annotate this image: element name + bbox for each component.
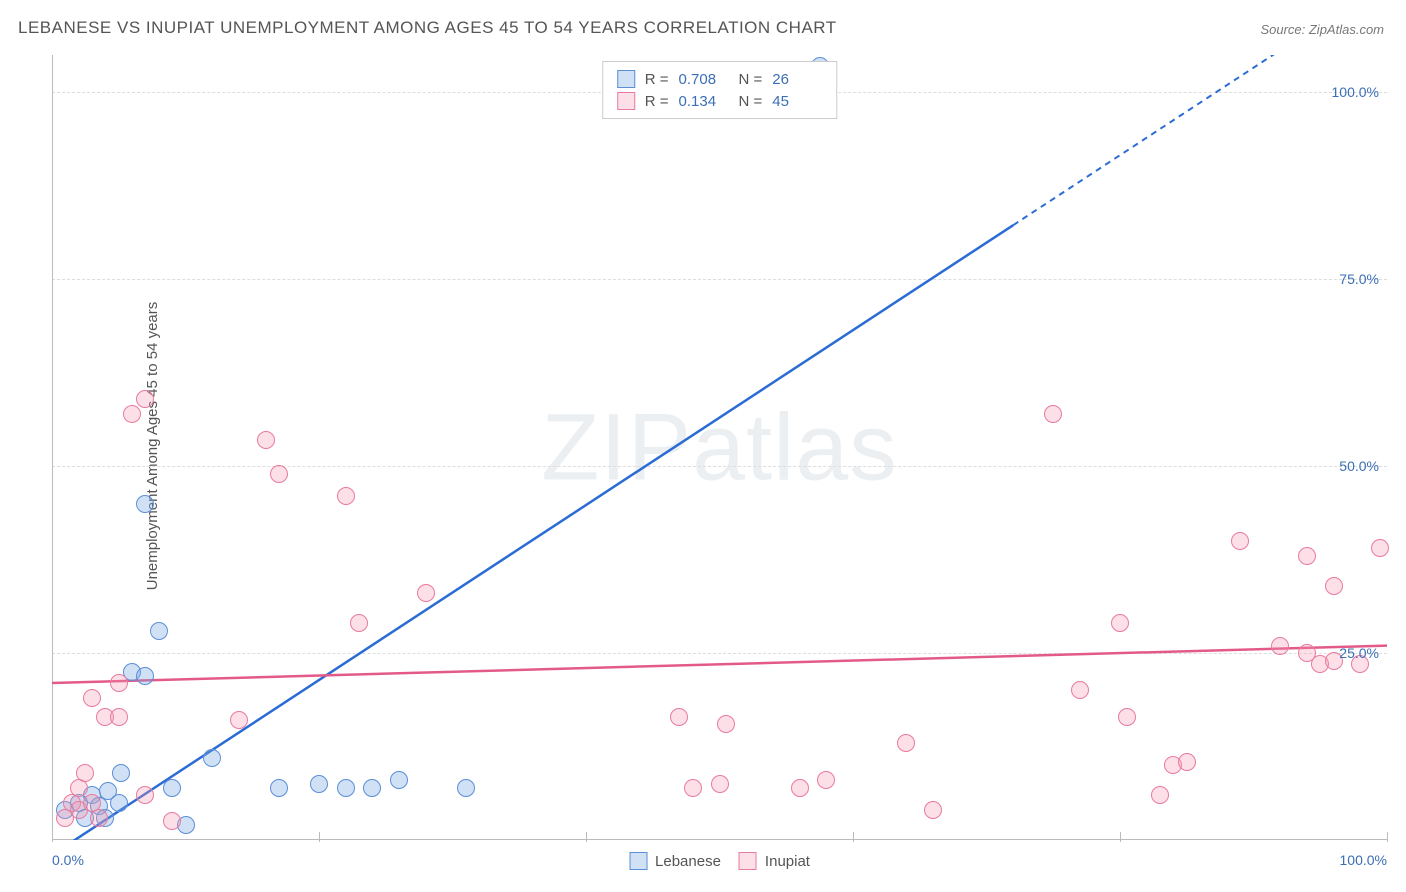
data-point xyxy=(924,801,942,819)
x-tick xyxy=(1120,832,1121,842)
data-point xyxy=(163,779,181,797)
data-point xyxy=(257,431,275,449)
n-label: N = xyxy=(739,71,763,88)
x-tick xyxy=(586,832,587,842)
data-point xyxy=(110,794,128,812)
x-axis-min-label: 0.0% xyxy=(52,852,84,868)
series-legend: Lebanese Inupiat xyxy=(629,852,810,870)
gridline xyxy=(52,279,1387,280)
x-tick xyxy=(853,832,854,842)
data-point xyxy=(1071,681,1089,699)
data-point xyxy=(83,689,101,707)
data-point xyxy=(417,584,435,602)
n-label: N = xyxy=(739,93,763,110)
data-point xyxy=(457,779,475,797)
data-point xyxy=(390,771,408,789)
y-axis xyxy=(52,55,53,840)
data-point xyxy=(123,405,141,423)
data-point xyxy=(136,667,154,685)
source-attribution: Source: ZipAtlas.com xyxy=(1260,22,1384,37)
y-tick-label: 50.0% xyxy=(1339,458,1379,474)
gridline xyxy=(52,466,1387,467)
data-point xyxy=(150,622,168,640)
y-tick-label: 100.0% xyxy=(1332,84,1379,100)
data-point xyxy=(684,779,702,797)
data-point xyxy=(363,779,381,797)
r-label: R = xyxy=(645,93,669,110)
r-label: R = xyxy=(645,71,669,88)
data-point xyxy=(136,390,154,408)
data-point xyxy=(112,764,130,782)
data-point xyxy=(90,809,108,827)
x-tick xyxy=(319,832,320,842)
series-name: Lebanese xyxy=(655,853,721,870)
data-point xyxy=(270,779,288,797)
chart-title: LEBANESE VS INUPIAT UNEMPLOYMENT AMONG A… xyxy=(18,18,837,38)
data-point xyxy=(817,771,835,789)
legend-swatch xyxy=(629,852,647,870)
data-point xyxy=(270,465,288,483)
data-point xyxy=(897,734,915,752)
data-point xyxy=(110,708,128,726)
r-value: 0.134 xyxy=(679,93,729,110)
data-point xyxy=(1271,637,1289,655)
gridline xyxy=(52,653,1387,654)
y-tick-label: 25.0% xyxy=(1339,645,1379,661)
legend-swatch xyxy=(739,852,757,870)
data-point xyxy=(337,779,355,797)
x-axis xyxy=(52,839,1387,840)
legend-swatch xyxy=(617,70,635,88)
plot-area: ZIPatlas 25.0%50.0%75.0%100.0% 0.0% 100.… xyxy=(52,55,1387,840)
correlation-legend-row: R = 0.708 N = 26 xyxy=(617,68,823,90)
x-tick xyxy=(52,832,53,842)
legend-swatch xyxy=(617,92,635,110)
n-value: 26 xyxy=(772,71,822,88)
data-point xyxy=(1044,405,1062,423)
series-legend-item: Lebanese xyxy=(629,852,721,870)
data-point xyxy=(711,775,729,793)
data-point xyxy=(203,749,221,767)
r-value: 0.708 xyxy=(679,71,729,88)
correlation-legend: R = 0.708 N = 26 R = 0.134 N = 45 xyxy=(602,61,838,119)
data-point xyxy=(1298,547,1316,565)
y-tick-label: 75.0% xyxy=(1339,271,1379,287)
n-value: 45 xyxy=(772,93,822,110)
data-point xyxy=(76,764,94,782)
data-point xyxy=(1371,539,1389,557)
data-point xyxy=(1118,708,1136,726)
data-point xyxy=(1151,786,1169,804)
watermark: ZIPatlas xyxy=(541,393,897,502)
data-point xyxy=(136,786,154,804)
correlation-legend-row: R = 0.134 N = 45 xyxy=(617,90,823,112)
data-point xyxy=(110,674,128,692)
data-point xyxy=(337,487,355,505)
data-point xyxy=(350,614,368,632)
x-axis-max-label: 100.0% xyxy=(1340,852,1387,868)
x-tick xyxy=(1387,832,1388,842)
data-point xyxy=(1111,614,1129,632)
data-point xyxy=(163,812,181,830)
data-point xyxy=(791,779,809,797)
data-point xyxy=(230,711,248,729)
data-point xyxy=(1231,532,1249,550)
series-name: Inupiat xyxy=(765,853,810,870)
data-point xyxy=(717,715,735,733)
data-point xyxy=(1325,577,1343,595)
data-point xyxy=(1178,753,1196,771)
data-point xyxy=(310,775,328,793)
series-legend-item: Inupiat xyxy=(739,852,810,870)
data-point xyxy=(136,495,154,513)
data-point xyxy=(670,708,688,726)
